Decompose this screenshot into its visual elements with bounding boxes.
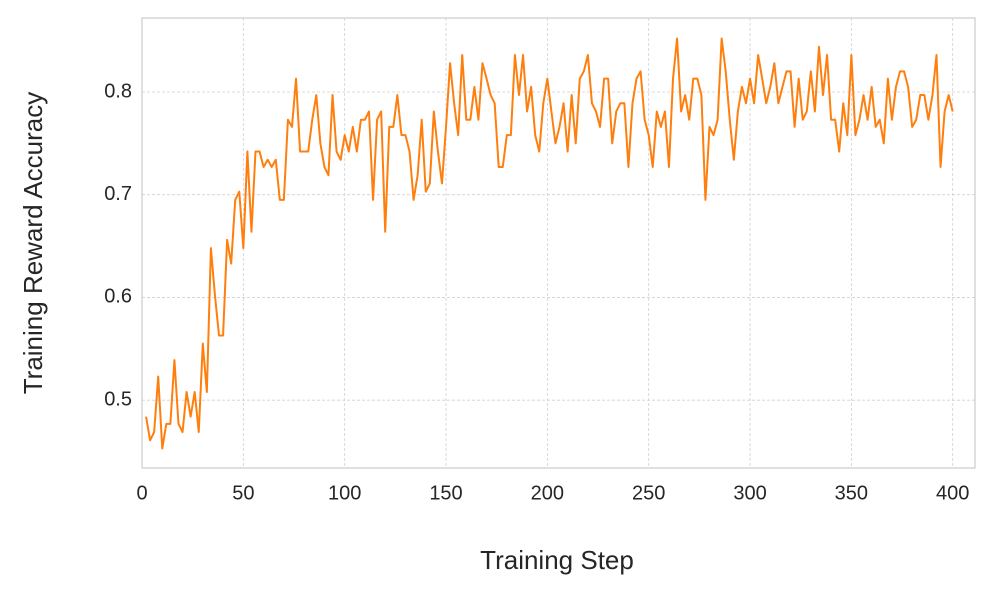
y-tick-label: 0.8 <box>104 80 132 102</box>
data-line <box>145 37 954 450</box>
x-tick-label: 250 <box>632 482 665 504</box>
x-tick-label: 150 <box>429 482 462 504</box>
x-tick-label: 300 <box>733 482 766 504</box>
y-tick-label: 0.7 <box>104 183 132 205</box>
x-tick-label: 350 <box>835 482 868 504</box>
x-tick-label: 100 <box>328 482 361 504</box>
x-tick-label: 50 <box>232 482 254 504</box>
plot-frame <box>141 17 976 469</box>
x-axis-title: Training Step <box>480 545 634 575</box>
y-axis-title: Training Reward Accuracy <box>18 92 48 395</box>
y-tick-label: 0.6 <box>104 286 132 308</box>
x-tick-label: 400 <box>936 482 969 504</box>
y-tick-label: 0.5 <box>104 388 132 410</box>
x-tick-label: 0 <box>136 482 147 504</box>
x-tick-label: 200 <box>531 482 564 504</box>
